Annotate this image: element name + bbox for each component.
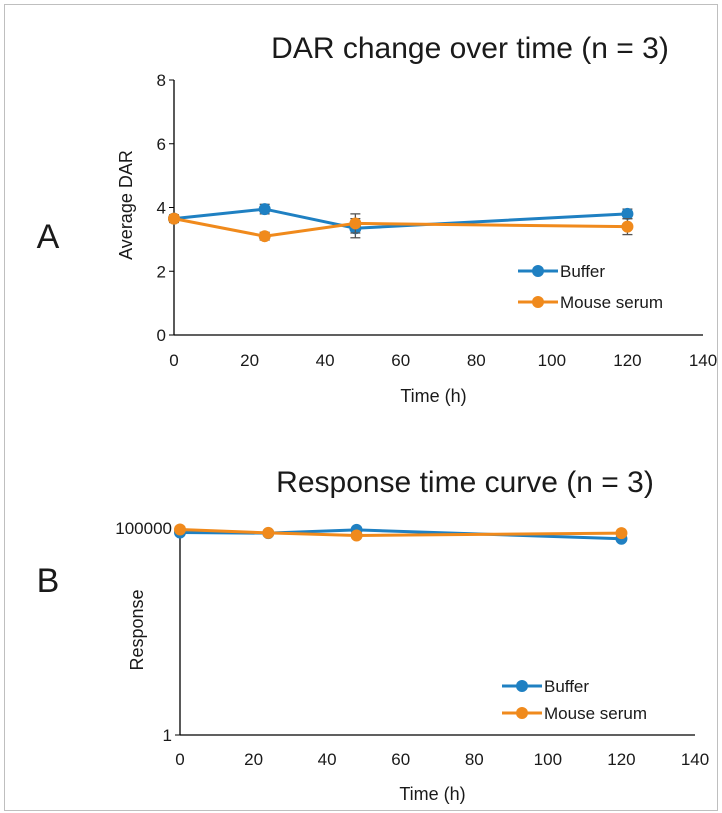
x-tick-label: 140 — [689, 351, 717, 370]
y-tick-label: 8 — [157, 71, 166, 90]
data-point — [621, 207, 634, 220]
chart-title: DAR change over time (n = 3) — [271, 32, 669, 65]
data-point — [258, 203, 271, 216]
x-tick-label: 100 — [538, 351, 566, 370]
legend-swatch-marker — [532, 296, 544, 308]
figure-border — [4, 4, 718, 811]
x-tick-label: 60 — [391, 351, 410, 370]
series-line-1 — [173, 217, 628, 238]
x-tick-label: 140 — [681, 750, 709, 769]
y-axis-label: Average DAR — [116, 150, 136, 260]
x-tick-label: 100 — [534, 750, 562, 769]
x-tick-label: 80 — [465, 750, 484, 769]
data-point — [174, 523, 186, 536]
chart-response-time: Response time curve (n = 3) 1 100000 0 20 40 6… — [115, 466, 709, 804]
data-point — [258, 230, 271, 243]
data-point — [168, 212, 180, 225]
data-point — [615, 527, 628, 540]
data-point — [350, 529, 363, 542]
legend-label: Mouse serum — [544, 704, 647, 723]
y-tick-label: 2 — [157, 262, 166, 281]
x-tick-label: 20 — [240, 351, 259, 370]
series-line-1 — [179, 528, 622, 537]
y-tick-label: 4 — [157, 199, 166, 218]
y-axis-label: Response — [127, 589, 147, 670]
x-axis-label: Time (h) — [400, 386, 466, 406]
data-point — [262, 526, 275, 539]
y-tick-label: 1 — [163, 726, 172, 745]
data-point — [349, 217, 362, 230]
chart-title: Response time curve (n = 3) — [276, 466, 654, 499]
legend-label: Buffer — [544, 677, 589, 696]
legend-swatch-marker — [516, 707, 528, 719]
y-tick-label: 100000 — [115, 519, 172, 538]
series-line-0 — [173, 207, 628, 230]
x-tick-label: 20 — [244, 750, 263, 769]
y-tick-label: 0 — [157, 326, 166, 345]
x-tick-label: 120 — [607, 750, 635, 769]
legend-swatch-marker — [516, 680, 528, 692]
x-tick-label: 80 — [467, 351, 486, 370]
x-tick-label: 0 — [175, 750, 184, 769]
x-tick-label: 120 — [613, 351, 641, 370]
panel-label-a: A — [37, 218, 60, 256]
panel-label-b: B — [37, 562, 60, 600]
x-axis-label: Time (h) — [399, 784, 465, 804]
x-tick-label: 0 — [169, 351, 178, 370]
x-tick-label: 40 — [316, 351, 335, 370]
data-point — [621, 220, 634, 233]
x-tick-label: 40 — [318, 750, 337, 769]
legend-label: Mouse serum — [560, 293, 663, 312]
legend-label: Buffer — [560, 262, 605, 281]
y-tick-label: 6 — [157, 135, 166, 154]
legend-swatch-marker — [532, 265, 544, 277]
x-tick-label: 60 — [391, 750, 410, 769]
